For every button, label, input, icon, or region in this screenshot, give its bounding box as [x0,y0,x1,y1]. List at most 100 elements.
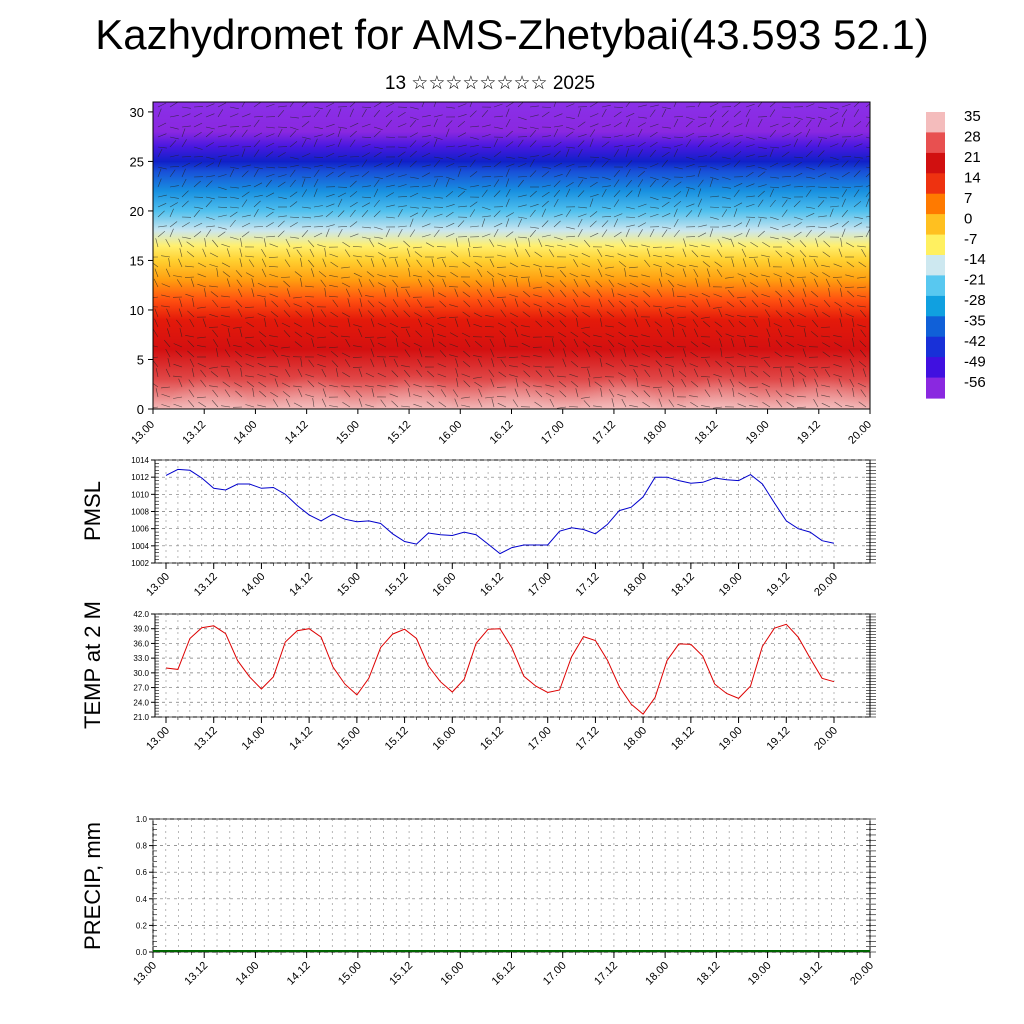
wind-barb [503,338,507,348]
wind-barb [433,178,438,188]
wind-barb [737,353,747,358]
wind-barb [858,361,867,368]
wind-barb [166,318,171,328]
wind-barb [289,130,297,138]
pmsl-y-tick-label: 1010 [131,490,149,499]
wind-barb [785,335,795,338]
wind-barb [583,239,591,248]
wind-barb [193,231,202,238]
wind-barb [157,166,167,170]
wind-barb [205,225,215,228]
wind-barb [229,113,239,118]
wind-barb [402,341,411,348]
wind-barb [385,216,395,219]
wind-barb [169,140,177,148]
wind-barb [685,188,690,198]
wind-barb [786,272,795,278]
wind-barb [300,278,303,288]
wind-barb [672,288,675,298]
wind-barb [672,388,675,398]
wind-barb [325,224,335,228]
wind-barb [295,310,303,318]
wind-barb [454,288,459,298]
wind-barb [817,231,826,238]
wind-barb [277,128,283,138]
wind-barb [810,331,819,338]
wind-barb [197,363,207,368]
wind-barb [608,279,615,288]
pmsl-x-tick-label: 16.00 [430,571,458,599]
wind-barb [761,293,771,298]
wind-barb [817,215,827,218]
wind-barb [571,350,579,358]
wind-barb [277,181,286,188]
wind-barb [641,344,651,348]
wind-barb [733,151,742,158]
wind-barb [205,162,214,168]
wind-barb [436,246,447,248]
wind-barb [637,149,643,158]
wind-barb [477,358,483,368]
wind-barb [817,106,827,109]
wind-barb [272,349,279,358]
wind-barb [661,106,671,110]
wind-barb [769,109,776,118]
wind-barb [205,229,212,238]
wind-barb [620,359,627,368]
wind-barb [802,348,807,358]
wind-barb [153,356,159,359]
wind-barb [573,338,579,348]
wind-barb [437,334,447,338]
wind-barb [505,118,511,128]
wind-barb [725,286,735,289]
wind-barb [154,308,159,318]
wind-barb [221,324,231,328]
wind-barb [385,136,396,138]
wind-barb [517,179,524,188]
wind-barb [361,123,371,128]
wind-barb [361,210,369,218]
wind-barb [293,303,303,308]
temp-x-tick-label: 17.00 [526,725,554,753]
wind-barb [465,339,471,348]
wind-barb [472,246,483,248]
wind-barb [858,401,867,408]
wind-barb [661,151,670,158]
wind-barb [289,164,299,168]
wind-barb [469,209,476,218]
wind-barb [211,400,219,408]
wind-barb [391,370,399,378]
wind-barb [766,328,771,338]
wind-barb [625,190,633,198]
wind-barb [517,218,523,228]
wind-barb [217,102,227,108]
wind-barb [253,166,263,170]
wind-barb [269,274,279,278]
wind-barb [825,278,831,288]
wind-barb [515,278,519,288]
wind-barb [700,376,711,378]
wind-barb [193,209,200,218]
wind-barb [416,369,423,378]
wind-barb [473,376,483,379]
wind-barb [789,278,795,288]
wind-barb [285,238,291,248]
wind-barb [325,193,335,198]
wind-barb [529,190,537,198]
wind-barb [370,358,375,368]
wind-barb [392,309,399,318]
wind-barb [732,388,735,398]
wind-barb [370,318,375,328]
x-tick-label: 17.00 [539,419,567,447]
wind-barb [353,255,363,258]
wind-barb [601,141,610,148]
wind-barb [166,308,171,318]
wind-barb [229,219,236,228]
wind-barb [405,328,411,338]
wind-barb [786,311,795,318]
wind-barb [396,288,399,298]
wind-barb [176,279,183,288]
wind-barb [349,191,358,198]
wind-barb [235,300,243,308]
wind-barb [629,405,639,408]
